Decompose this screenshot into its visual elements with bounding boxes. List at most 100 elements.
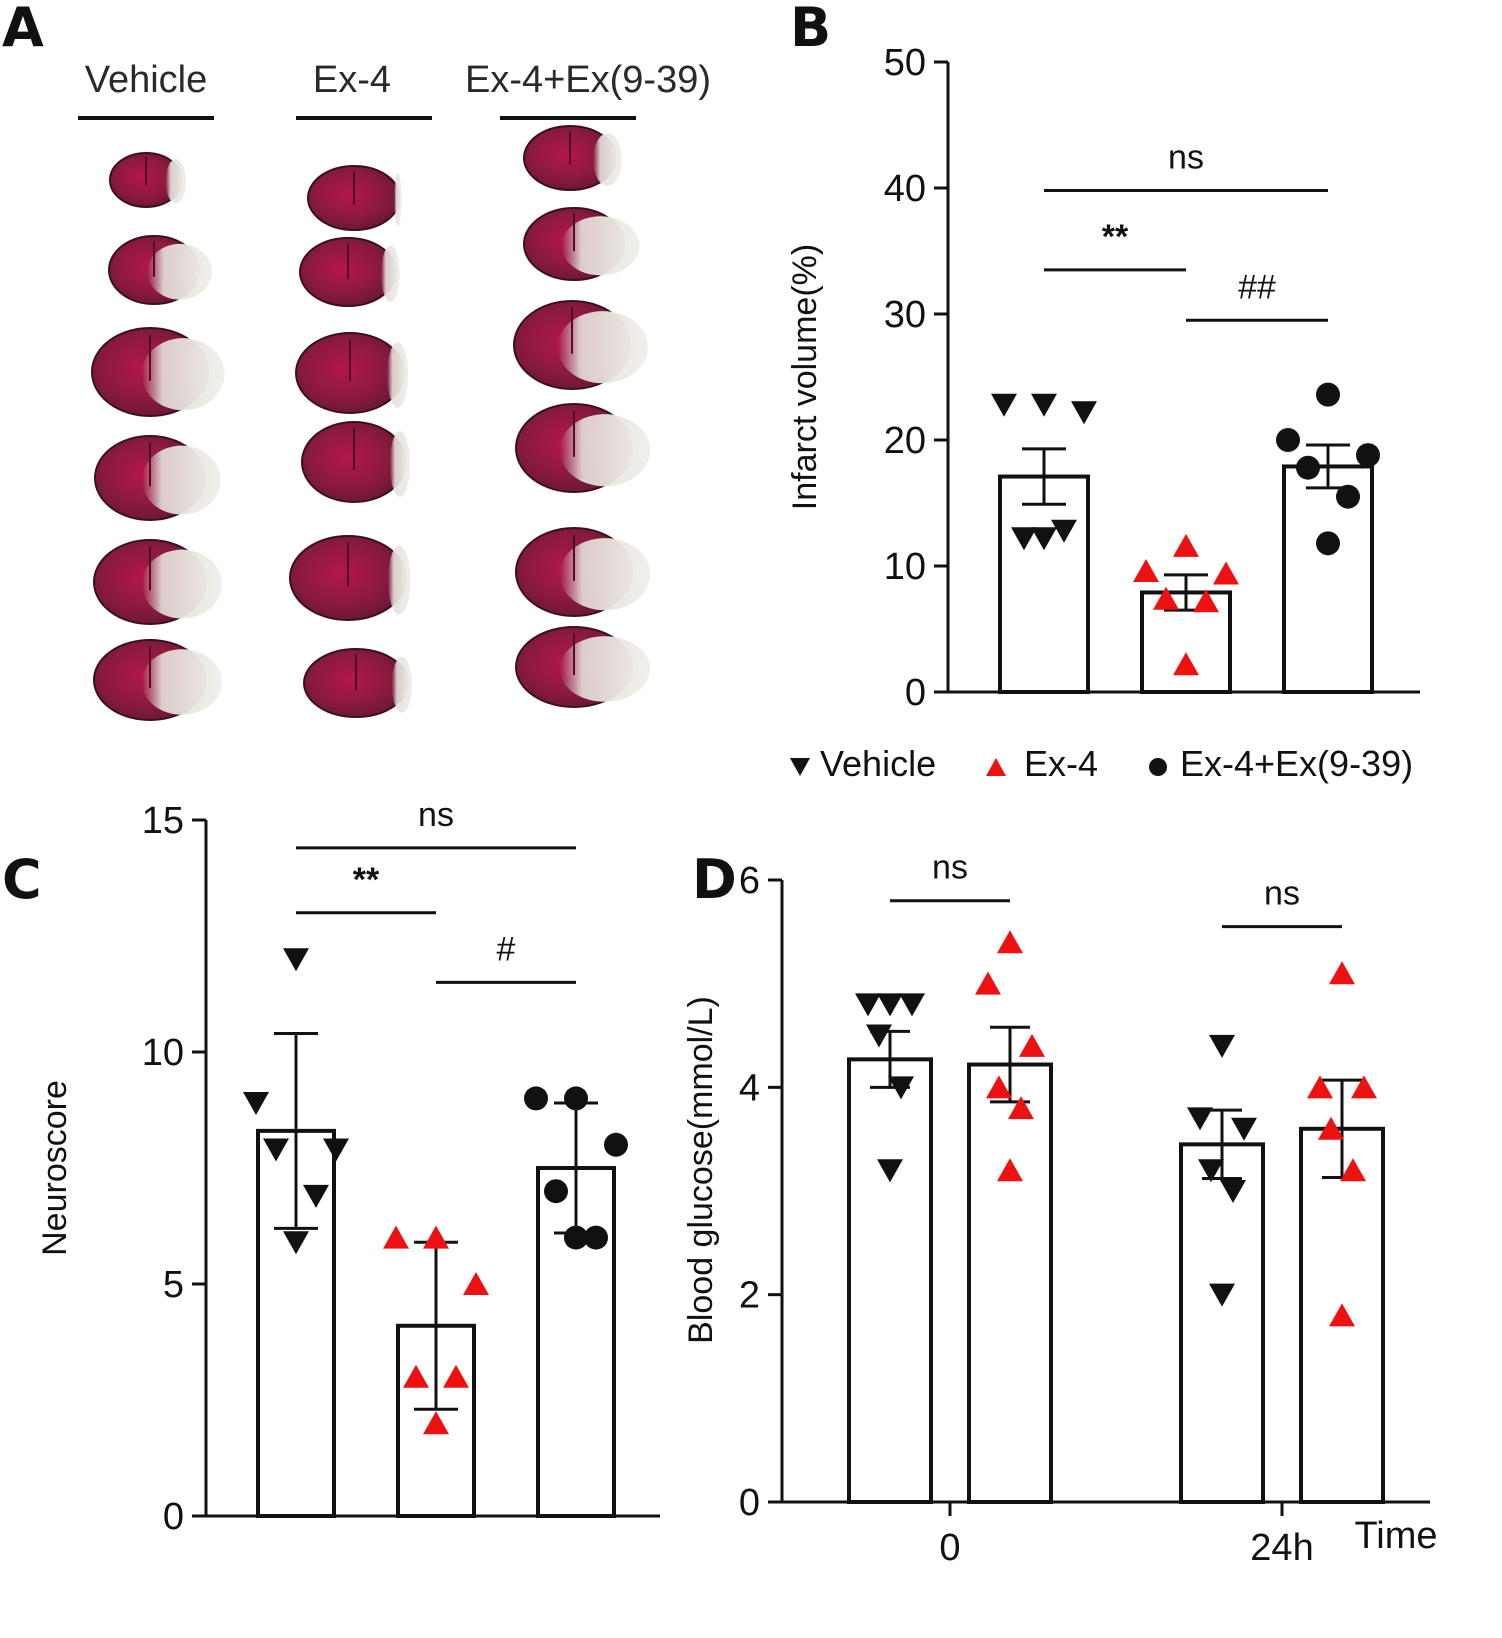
- brain-slice: [93, 539, 223, 625]
- bar-ex-4: [967, 1062, 1053, 1504]
- bar-2: [1282, 464, 1374, 694]
- bar-vehicle: [1179, 1142, 1265, 1504]
- data-point: [866, 1024, 892, 1048]
- infarct-region: [387, 545, 411, 615]
- data-point: [1213, 561, 1239, 585]
- brain-slice: [515, 626, 651, 708]
- infarct-region: [389, 431, 411, 497]
- y-tick-label: 10: [884, 546, 926, 588]
- infarct-region: [141, 338, 225, 411]
- brain-slice: [515, 403, 651, 493]
- panel-label-d: D: [692, 848, 737, 911]
- panel-c-neuroscore-chart: 0 5 10 15 Neuroscore ns ** #: [36, 796, 660, 1538]
- data-point: [877, 1159, 903, 1183]
- brain-slice: [307, 165, 402, 231]
- bar-0: [998, 474, 1090, 695]
- y-tick-label: 4: [739, 1067, 760, 1109]
- data-point: [1198, 1159, 1224, 1183]
- data-point: [564, 1086, 588, 1111]
- infarct-region: [394, 173, 402, 226]
- data-point: [1318, 1116, 1344, 1140]
- data-point: [323, 1138, 349, 1162]
- infarct-region: [141, 649, 223, 715]
- data-point: [1187, 1107, 1213, 1131]
- group-label-antagonist: Ex-4+Ex(9-39): [465, 59, 711, 101]
- panel-label-b: B: [790, 0, 831, 59]
- panel-label-c: C: [2, 848, 42, 911]
- data-point: [1008, 1096, 1034, 1120]
- data-point: [1316, 531, 1340, 556]
- y-axis-title: Infarct volume(%): [786, 244, 824, 510]
- significance-label: ##: [1238, 268, 1276, 306]
- infarct-region: [141, 549, 223, 619]
- y-tick-label: 20: [884, 420, 926, 462]
- data-point: [877, 993, 903, 1017]
- infarct-region: [142, 445, 221, 515]
- y-tick-label: 6: [739, 860, 760, 902]
- legend: Vehicle Ex-4 Ex-4+Ex(9-39): [790, 743, 1413, 784]
- data-point: [1031, 393, 1057, 417]
- data-point: [1296, 455, 1320, 480]
- group-label-vehicle: Vehicle: [85, 59, 208, 101]
- brain-slice: [303, 648, 413, 718]
- data-point: [1209, 1283, 1235, 1307]
- data-point: [855, 993, 881, 1017]
- significance-label: ns: [418, 796, 454, 834]
- bar-vehicle: [847, 1057, 933, 1505]
- significance-label: #: [497, 930, 516, 968]
- y-tick-label: 15: [142, 800, 184, 842]
- infarct-region: [559, 538, 651, 611]
- y-tick-label: 10: [142, 1032, 184, 1074]
- legend-vehicle-marker: [790, 758, 810, 776]
- legend-vehicle-label: Vehicle: [820, 743, 936, 784]
- data-point: [975, 971, 1001, 995]
- data-point: [1329, 1303, 1355, 1327]
- data-point: [604, 1132, 628, 1157]
- data-point: [1307, 1075, 1333, 1099]
- infarct-region: [381, 245, 400, 302]
- legend-ex4-label: Ex-4: [1024, 743, 1098, 784]
- data-point: [1340, 1158, 1366, 1182]
- panel-b-infarct-chart: 0 10 20 30 40 50 Infarct volume(%) ns ** ##: [786, 42, 1420, 714]
- data-point: [443, 1364, 469, 1388]
- data-point: [403, 1364, 429, 1388]
- data-point: [1276, 428, 1300, 452]
- data-point: [283, 948, 309, 972]
- infarct-region: [559, 414, 651, 487]
- brain-slice: [94, 435, 221, 521]
- data-point: [1011, 527, 1037, 551]
- y-tick-label: 0: [905, 672, 926, 714]
- data-point: [1336, 484, 1360, 509]
- data-point: [997, 930, 1023, 954]
- data-point: [997, 1158, 1023, 1182]
- data-point: [899, 993, 925, 1017]
- infarct-region: [561, 216, 640, 276]
- infarct-region: [147, 243, 212, 300]
- data-point: [888, 1076, 914, 1100]
- data-point: [423, 1225, 449, 1249]
- data-point: [303, 1184, 329, 1208]
- data-point: [423, 1411, 449, 1435]
- data-point: [1019, 1033, 1045, 1057]
- data-point: [1173, 533, 1199, 557]
- data-point: [1173, 652, 1199, 676]
- legend-antagonist-label: Ex-4+Ex(9-39): [1180, 743, 1413, 784]
- y-tick-label: 50: [884, 42, 926, 84]
- data-point: [243, 1092, 269, 1116]
- brain-slice: [513, 300, 649, 390]
- legend-antagonist-marker: [1149, 758, 1167, 776]
- data-point: [1051, 519, 1077, 543]
- brain-slice: [301, 421, 411, 503]
- brain-slice: [295, 332, 409, 414]
- x-tick-label: 0: [939, 1527, 960, 1569]
- brain-slice: [299, 237, 400, 307]
- data-point: [544, 1179, 568, 1204]
- data-point: [564, 1225, 588, 1250]
- data-point: [1209, 1034, 1235, 1058]
- data-point: [1031, 527, 1057, 551]
- significance-label: ns: [1168, 139, 1204, 177]
- x-tick-label: 24h: [1250, 1527, 1313, 1569]
- brain-slice: [93, 639, 223, 721]
- data-point: [383, 1225, 409, 1249]
